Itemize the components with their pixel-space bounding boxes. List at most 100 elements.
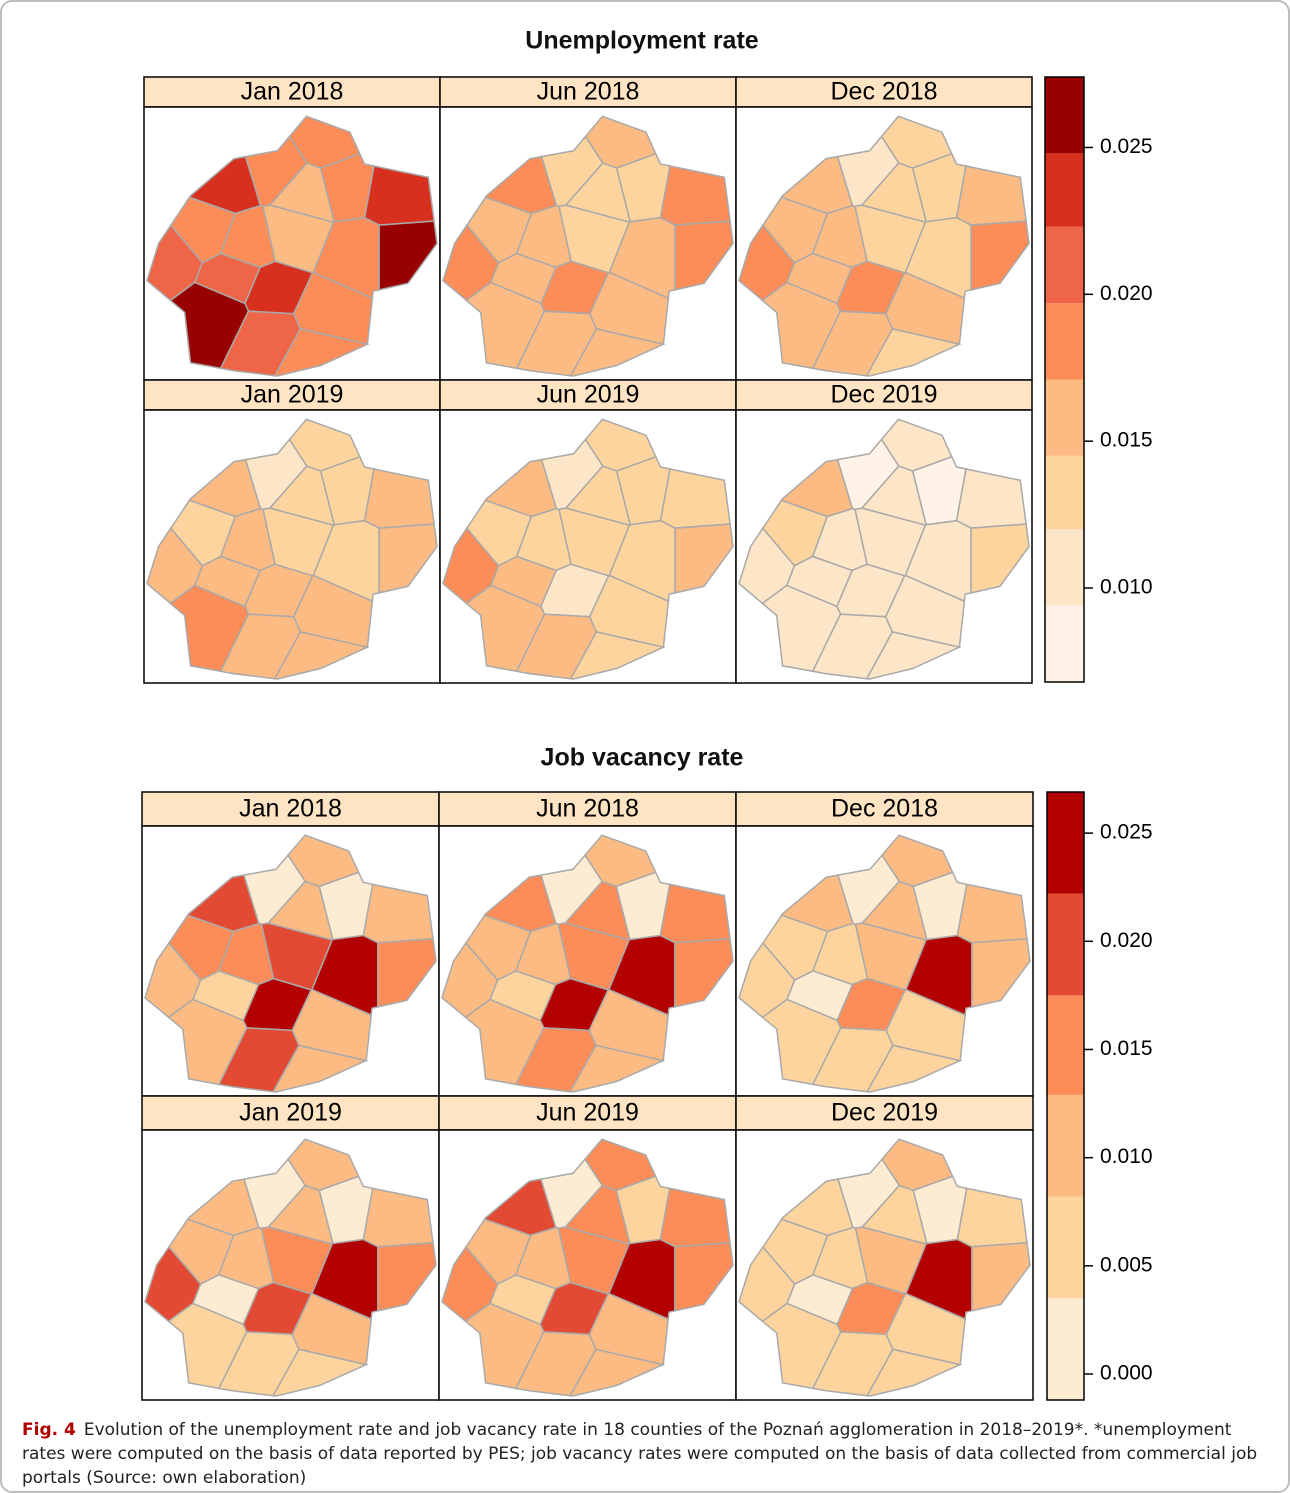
county (192, 970, 260, 1022)
panel-label: Jun 2018 (537, 78, 640, 106)
county (464, 998, 545, 1086)
panel-label: Jun 2019 (537, 381, 640, 409)
county (489, 252, 558, 305)
county (786, 1274, 854, 1326)
county (865, 631, 962, 680)
colorbar-frame (1046, 791, 1085, 1401)
panel-strip (735, 791, 1034, 827)
county (785, 252, 854, 305)
county (608, 519, 676, 603)
panel-strip (735, 1095, 1034, 1131)
county (971, 1242, 1031, 1312)
map (144, 1138, 437, 1397)
county (378, 523, 438, 594)
colorbar-tick-label: 0.005 (1100, 1253, 1153, 1276)
chart-title: Unemployment rate (525, 27, 758, 55)
county (569, 328, 666, 377)
county (970, 220, 1030, 291)
panel-label: Jun 2019 (536, 1099, 639, 1127)
colorbar-tick-label: 0.020 (1100, 929, 1153, 952)
county (271, 1348, 369, 1397)
colorbar-band (1047, 1196, 1084, 1299)
county (193, 252, 262, 305)
colorbar-tick-label: 0.010 (1100, 1145, 1153, 1168)
map (146, 418, 438, 680)
colorbar-tick-label: 0.010 (1100, 576, 1153, 599)
colorbar-band (1047, 1094, 1084, 1197)
panel-label: Jan 2018 (239, 795, 342, 823)
county (786, 970, 854, 1022)
panel-strip (141, 791, 440, 827)
county (608, 1238, 676, 1321)
colorbar-band (1045, 303, 1084, 380)
county (377, 938, 437, 1008)
county (904, 519, 972, 603)
colorbar-band (1045, 379, 1084, 456)
map (441, 834, 734, 1093)
county (904, 216, 972, 300)
colorbar-tick-label: 0.025 (1100, 821, 1153, 844)
county (167, 998, 248, 1086)
county (271, 1044, 369, 1093)
caption: Fig. 4 Evolution of the unemployment rate… (22, 1418, 1272, 1490)
colorbar-band (1045, 529, 1084, 606)
county (273, 631, 370, 680)
colorbar-band (1047, 995, 1084, 1095)
colorbar-band (1045, 153, 1084, 227)
panel-label: Dec 2019 (830, 381, 937, 409)
county (608, 216, 676, 300)
county (674, 523, 734, 594)
map (738, 418, 1030, 680)
county (311, 934, 379, 1017)
county (785, 555, 854, 608)
colorbar-tick-label: 0.020 (1100, 282, 1153, 305)
colorbar-band (1047, 792, 1084, 894)
colorbar-tick-label: 0.000 (1100, 1362, 1153, 1385)
colorbar-band (1045, 455, 1084, 530)
chart-title: Job vacancy rate (541, 744, 744, 772)
county (674, 938, 734, 1008)
county (761, 1302, 842, 1390)
county (568, 1348, 666, 1397)
county (465, 281, 546, 370)
chart: Unemployment rate Jan 2018 Jun 2018 Dec 201… (141, 27, 1153, 1401)
county (568, 1044, 666, 1093)
county (608, 934, 676, 1017)
colorbar-tick-label: 0.025 (1100, 135, 1153, 158)
county (169, 281, 250, 370)
county (169, 584, 250, 673)
caption-text: Evolution of the unemployment rate and j… (22, 1420, 1258, 1488)
map (738, 834, 1031, 1093)
colorbar-band (1045, 226, 1084, 304)
panel-label: Dec 2018 (830, 78, 937, 106)
county (761, 281, 842, 370)
panel-label: Dec 2018 (831, 795, 938, 823)
county (761, 998, 842, 1086)
county (489, 555, 558, 608)
county (465, 584, 546, 673)
county (905, 1238, 973, 1321)
county (970, 523, 1030, 594)
colorbar-tick-label: 0.015 (1100, 429, 1153, 452)
panel-label: Jan 2019 (239, 1099, 342, 1127)
county (489, 1274, 557, 1326)
map (442, 418, 734, 680)
colorbar-band (1047, 1298, 1084, 1400)
county (312, 519, 380, 603)
county (865, 328, 962, 377)
county (311, 1238, 379, 1321)
colorbar-band (1045, 77, 1084, 154)
map (442, 115, 734, 377)
panel-label: Jan 2018 (241, 78, 344, 106)
map (146, 115, 438, 377)
map (738, 115, 1030, 377)
county (569, 631, 666, 680)
caption-label: Fig. 4 (22, 1420, 76, 1440)
map (144, 834, 437, 1093)
county (378, 220, 438, 291)
panel-label: Jun 2018 (536, 795, 639, 823)
county (971, 938, 1031, 1008)
county (674, 1242, 734, 1312)
county (377, 1242, 437, 1312)
